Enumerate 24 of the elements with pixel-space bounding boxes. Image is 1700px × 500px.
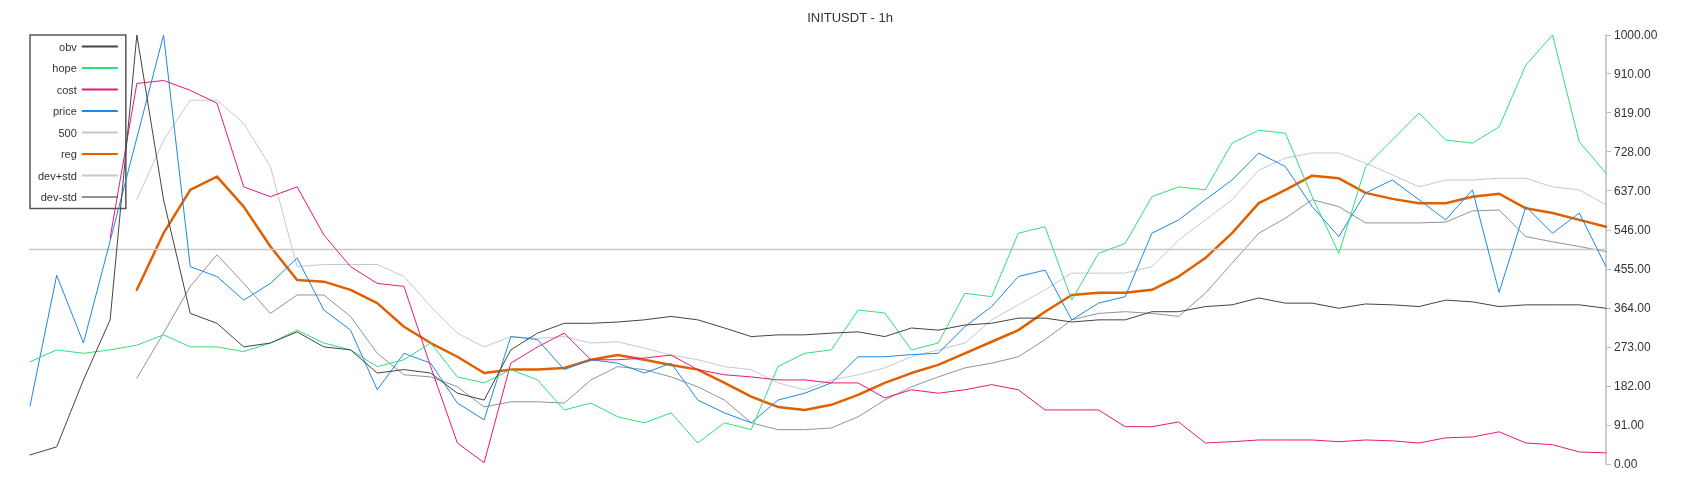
y-tick-label: 0.00 <box>1614 457 1638 471</box>
legend-label: price <box>52 105 77 117</box>
y-tick-label: 182.00 <box>1614 378 1652 393</box>
legend-label: hope <box>52 62 77 74</box>
y-tick-label: 819.00 <box>1614 105 1652 120</box>
legend-label: 500 <box>58 126 77 139</box>
legend-label: dev+std <box>37 169 77 182</box>
legend-label: dev-std <box>40 191 77 203</box>
line-series <box>136 199 1607 431</box>
y-tick-label: 91.00 <box>1614 417 1645 432</box>
line-series <box>135 174 1608 412</box>
legend-label: obv <box>59 40 78 53</box>
y-tick-label: 273.00 <box>1614 339 1652 354</box>
y-tick-label: 1000.00 <box>1614 28 1658 42</box>
chart-title: INITUSDT - 1h <box>807 10 893 25</box>
y-tick-label: 364.00 <box>1614 300 1652 315</box>
y-tick-label: 546.00 <box>1614 222 1652 237</box>
legend-label: cost <box>56 83 77 96</box>
y-tick-label: 637.00 <box>1614 183 1652 198</box>
y-tick-label: 910.00 <box>1614 66 1652 81</box>
line-series <box>109 79 1607 464</box>
y-tick-label: 455.00 <box>1614 261 1652 276</box>
y-tick-label: 728.00 <box>1614 144 1652 159</box>
legend-label: reg <box>60 148 77 160</box>
